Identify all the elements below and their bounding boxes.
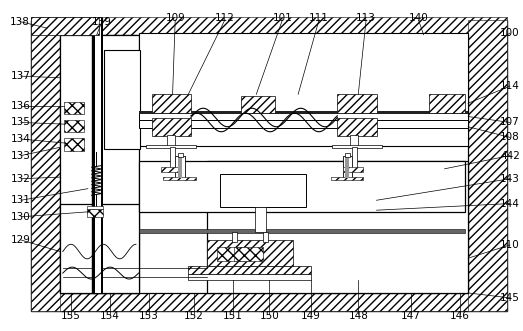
Text: 110: 110 xyxy=(500,240,520,250)
Bar xyxy=(331,177,363,180)
Bar xyxy=(345,153,350,157)
Text: 101: 101 xyxy=(272,13,292,23)
Bar xyxy=(31,17,507,35)
Bar xyxy=(188,266,311,274)
Bar xyxy=(60,204,139,293)
Text: 147: 147 xyxy=(401,311,420,321)
Bar xyxy=(207,240,293,266)
Text: 148: 148 xyxy=(348,311,368,321)
Bar xyxy=(60,35,139,293)
Text: 149: 149 xyxy=(301,311,321,321)
Bar xyxy=(350,135,358,146)
Bar xyxy=(352,147,357,169)
Bar xyxy=(60,35,139,293)
Text: 153: 153 xyxy=(139,311,159,321)
Text: 112: 112 xyxy=(215,13,235,23)
Bar xyxy=(95,18,101,293)
Bar xyxy=(337,94,377,113)
Bar xyxy=(152,118,191,136)
Bar xyxy=(220,174,306,207)
Bar xyxy=(31,20,60,311)
Bar xyxy=(178,156,182,178)
Text: 154: 154 xyxy=(100,311,120,321)
Text: 113: 113 xyxy=(356,13,376,23)
Text: 132: 132 xyxy=(11,174,31,184)
Bar xyxy=(167,135,175,146)
Bar xyxy=(343,156,352,178)
Text: 130: 130 xyxy=(11,212,31,222)
Bar xyxy=(345,156,349,178)
Bar xyxy=(188,274,311,280)
Bar xyxy=(255,207,266,232)
Text: 145: 145 xyxy=(500,293,520,303)
Bar xyxy=(170,147,175,169)
Bar xyxy=(87,209,103,217)
Bar xyxy=(152,94,191,113)
Bar xyxy=(241,96,275,113)
Bar xyxy=(87,206,103,209)
Text: 108: 108 xyxy=(500,132,520,142)
Bar xyxy=(139,111,468,114)
Bar xyxy=(64,120,84,132)
Text: 111: 111 xyxy=(309,13,329,23)
Bar xyxy=(64,138,84,151)
Bar xyxy=(429,94,465,113)
Bar xyxy=(234,247,263,261)
Bar xyxy=(139,113,468,121)
Text: 151: 151 xyxy=(223,311,243,321)
Text: 129: 129 xyxy=(11,235,31,245)
Bar xyxy=(64,102,84,114)
Bar xyxy=(163,177,196,180)
Text: 131: 131 xyxy=(11,195,31,205)
Text: 100: 100 xyxy=(500,28,520,38)
Bar xyxy=(468,20,507,311)
Bar xyxy=(178,153,183,157)
Text: 109: 109 xyxy=(165,13,185,23)
Text: 139: 139 xyxy=(92,17,112,26)
Bar xyxy=(232,232,237,242)
Bar xyxy=(139,120,468,128)
Text: 138: 138 xyxy=(10,17,30,26)
Text: 140: 140 xyxy=(408,13,428,23)
Bar xyxy=(343,167,363,172)
Text: 114: 114 xyxy=(500,81,520,91)
Bar xyxy=(60,35,468,293)
Bar xyxy=(161,167,181,172)
Bar xyxy=(207,161,468,293)
Bar xyxy=(146,145,196,148)
Text: 135: 135 xyxy=(11,118,31,127)
Bar xyxy=(207,161,468,293)
Text: 133: 133 xyxy=(11,151,31,161)
Bar xyxy=(139,229,465,233)
Bar xyxy=(31,17,99,35)
Bar xyxy=(175,156,185,178)
Text: 107: 107 xyxy=(500,118,520,127)
Text: 134: 134 xyxy=(11,134,31,144)
Text: 136: 136 xyxy=(11,101,31,111)
Bar xyxy=(31,293,507,311)
Bar xyxy=(92,18,96,293)
Bar xyxy=(337,118,377,136)
Bar xyxy=(104,50,140,149)
Text: 150: 150 xyxy=(259,311,279,321)
Bar xyxy=(139,33,468,146)
Bar xyxy=(31,20,507,311)
Text: 143: 143 xyxy=(500,174,520,184)
Text: 152: 152 xyxy=(184,311,203,321)
Text: 144: 144 xyxy=(500,199,520,209)
Bar xyxy=(139,161,465,212)
Text: 137: 137 xyxy=(11,71,31,81)
Bar xyxy=(263,232,268,242)
Text: 442: 442 xyxy=(500,151,520,161)
Text: 155: 155 xyxy=(61,311,81,321)
Text: 146: 146 xyxy=(450,311,470,321)
Bar xyxy=(332,145,382,148)
Bar xyxy=(101,18,103,293)
Bar xyxy=(217,247,246,261)
